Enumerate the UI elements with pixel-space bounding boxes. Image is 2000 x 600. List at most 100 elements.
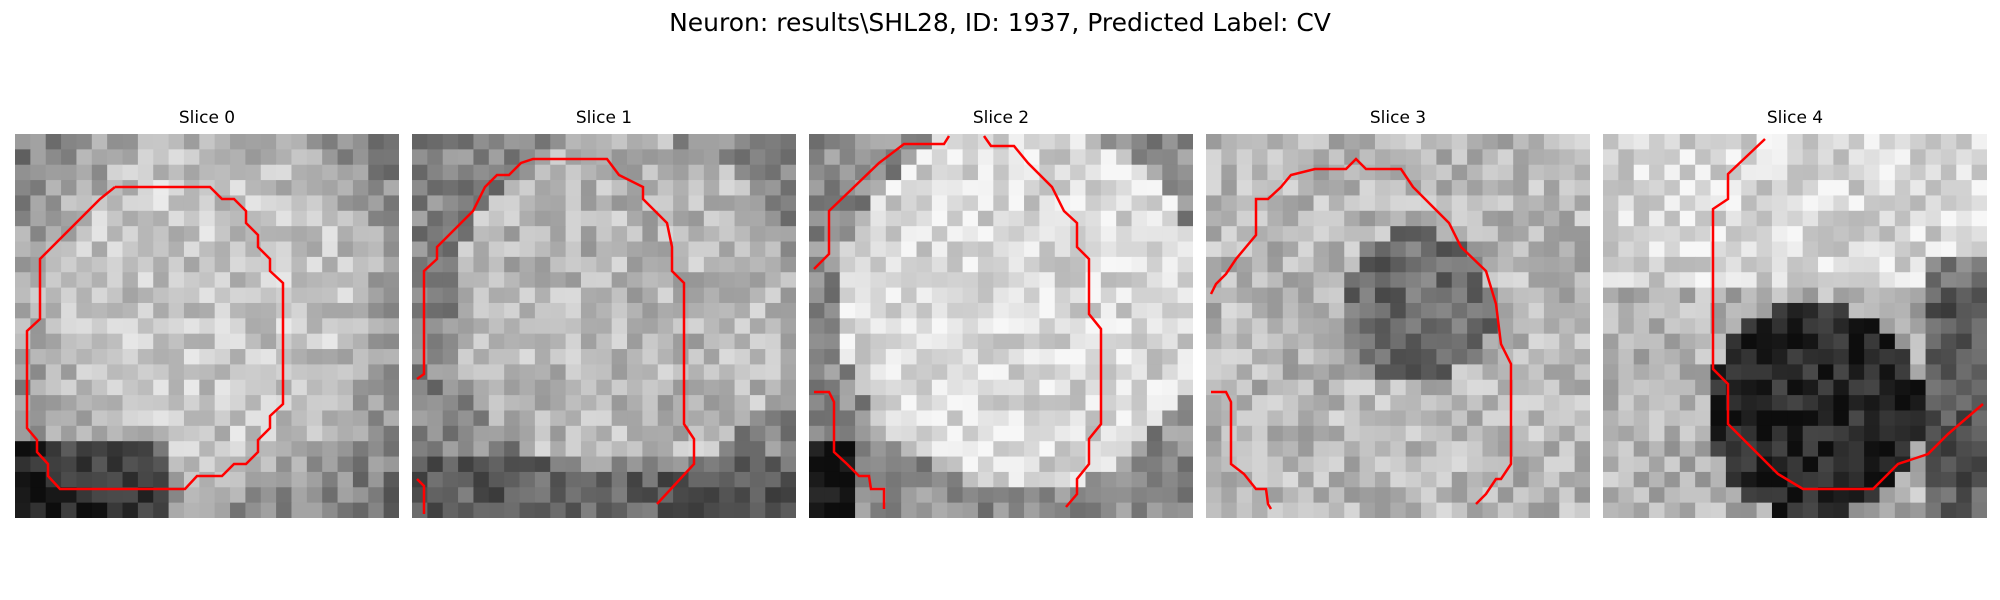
image-pixel <box>245 349 262 365</box>
image-pixel <box>1710 487 1727 504</box>
image-pixel <box>107 471 124 488</box>
image-pixel <box>337 471 354 488</box>
image-pixel <box>137 487 154 504</box>
image-pixel <box>885 395 902 411</box>
image-pixel <box>1756 318 1773 335</box>
image-pixel <box>442 318 459 335</box>
image-pixel <box>1879 410 1896 427</box>
image-pixel <box>565 318 582 335</box>
image-pixel <box>1146 149 1163 166</box>
image-pixel <box>703 318 720 335</box>
image-pixel <box>1070 272 1086 289</box>
image-pixel <box>1513 164 1530 181</box>
image-pixel <box>1971 456 1987 473</box>
image-pixel <box>534 287 551 304</box>
image-pixel <box>1282 164 1299 181</box>
image-pixel <box>1100 210 1117 227</box>
image-pixel <box>1956 256 1973 273</box>
image-pixel <box>1679 487 1696 504</box>
image-pixel <box>855 302 871 319</box>
image-pixel <box>137 379 154 396</box>
image-pixel <box>1756 287 1773 304</box>
image-pixel <box>1741 210 1758 227</box>
image-pixel <box>916 471 933 488</box>
image-pixel <box>442 272 459 289</box>
image-pixel <box>1344 333 1361 350</box>
image-pixel <box>61 210 77 227</box>
image-pixel <box>1664 287 1681 304</box>
image-pixel <box>734 287 751 304</box>
image-pixel <box>1679 349 1696 365</box>
image-pixel <box>1405 195 1422 212</box>
image-pixel <box>337 318 354 335</box>
image-pixel <box>916 395 933 411</box>
image-pixel <box>824 333 841 350</box>
image-pixel <box>596 471 613 488</box>
image-pixel <box>1236 302 1253 319</box>
image-pixel <box>1925 471 1942 488</box>
image-pixel <box>1574 333 1590 350</box>
image-pixel <box>230 241 246 258</box>
image-pixel <box>824 487 841 504</box>
image-pixel <box>1848 226 1865 243</box>
image-pixel <box>1405 502 1422 518</box>
image-pixel <box>199 471 216 488</box>
image-pixel <box>734 441 751 458</box>
image-pixel <box>1421 471 1437 488</box>
image-pixel <box>245 456 262 473</box>
image-pixel <box>1451 456 1468 473</box>
image-pixel <box>1328 410 1345 427</box>
image-pixel <box>749 164 766 181</box>
image-pixel <box>916 502 933 518</box>
image-pixel <box>1482 195 1499 212</box>
image-pixel <box>1756 180 1773 196</box>
image-pixel <box>1741 471 1758 488</box>
image-pixel <box>765 272 782 289</box>
image-pixel <box>1328 441 1345 458</box>
image-pixel <box>1543 210 1560 227</box>
image-pixel <box>1146 241 1163 258</box>
image-pixel <box>855 410 871 427</box>
image-pixel <box>1848 302 1865 319</box>
image-pixel <box>947 241 964 258</box>
image-pixel <box>45 364 62 381</box>
image-pixel <box>1618 333 1635 350</box>
image-pixel <box>1725 349 1742 365</box>
image-pixel <box>1802 195 1819 212</box>
image-pixel <box>473 410 490 427</box>
image-pixel <box>412 441 428 458</box>
image-pixel <box>1206 180 1222 196</box>
image-pixel <box>1725 333 1742 350</box>
image-pixel <box>1177 487 1193 504</box>
image-pixel <box>1695 471 1712 488</box>
image-pixel <box>1436 241 1453 258</box>
image-pixel <box>565 410 582 427</box>
image-pixel <box>1298 425 1315 442</box>
image-pixel <box>1390 180 1407 196</box>
image-pixel <box>352 180 369 196</box>
image-pixel <box>1848 256 1865 273</box>
image-pixel <box>199 302 216 319</box>
image-pixel <box>519 502 536 518</box>
image-pixel <box>1024 210 1040 227</box>
image-pixel <box>1971 149 1987 166</box>
image-pixel <box>1267 349 1284 365</box>
image-pixel <box>780 379 796 396</box>
image-pixel <box>611 333 628 350</box>
image-pixel <box>1451 502 1468 518</box>
image-pixel <box>45 149 62 166</box>
image-pixel <box>885 487 902 504</box>
image-pixel <box>1756 379 1773 396</box>
image-pixel <box>1528 349 1545 365</box>
image-pixel <box>734 241 751 258</box>
image-pixel <box>1467 487 1483 504</box>
image-pixel <box>1206 164 1222 181</box>
image-pixel <box>1054 164 1071 181</box>
image-pixel <box>488 226 505 243</box>
image-pixel <box>565 395 582 411</box>
image-pixel <box>1390 333 1407 350</box>
image-pixel <box>1252 226 1268 243</box>
image-pixel <box>1802 379 1819 396</box>
image-pixel <box>1864 425 1880 442</box>
image-pixel <box>642 471 659 488</box>
